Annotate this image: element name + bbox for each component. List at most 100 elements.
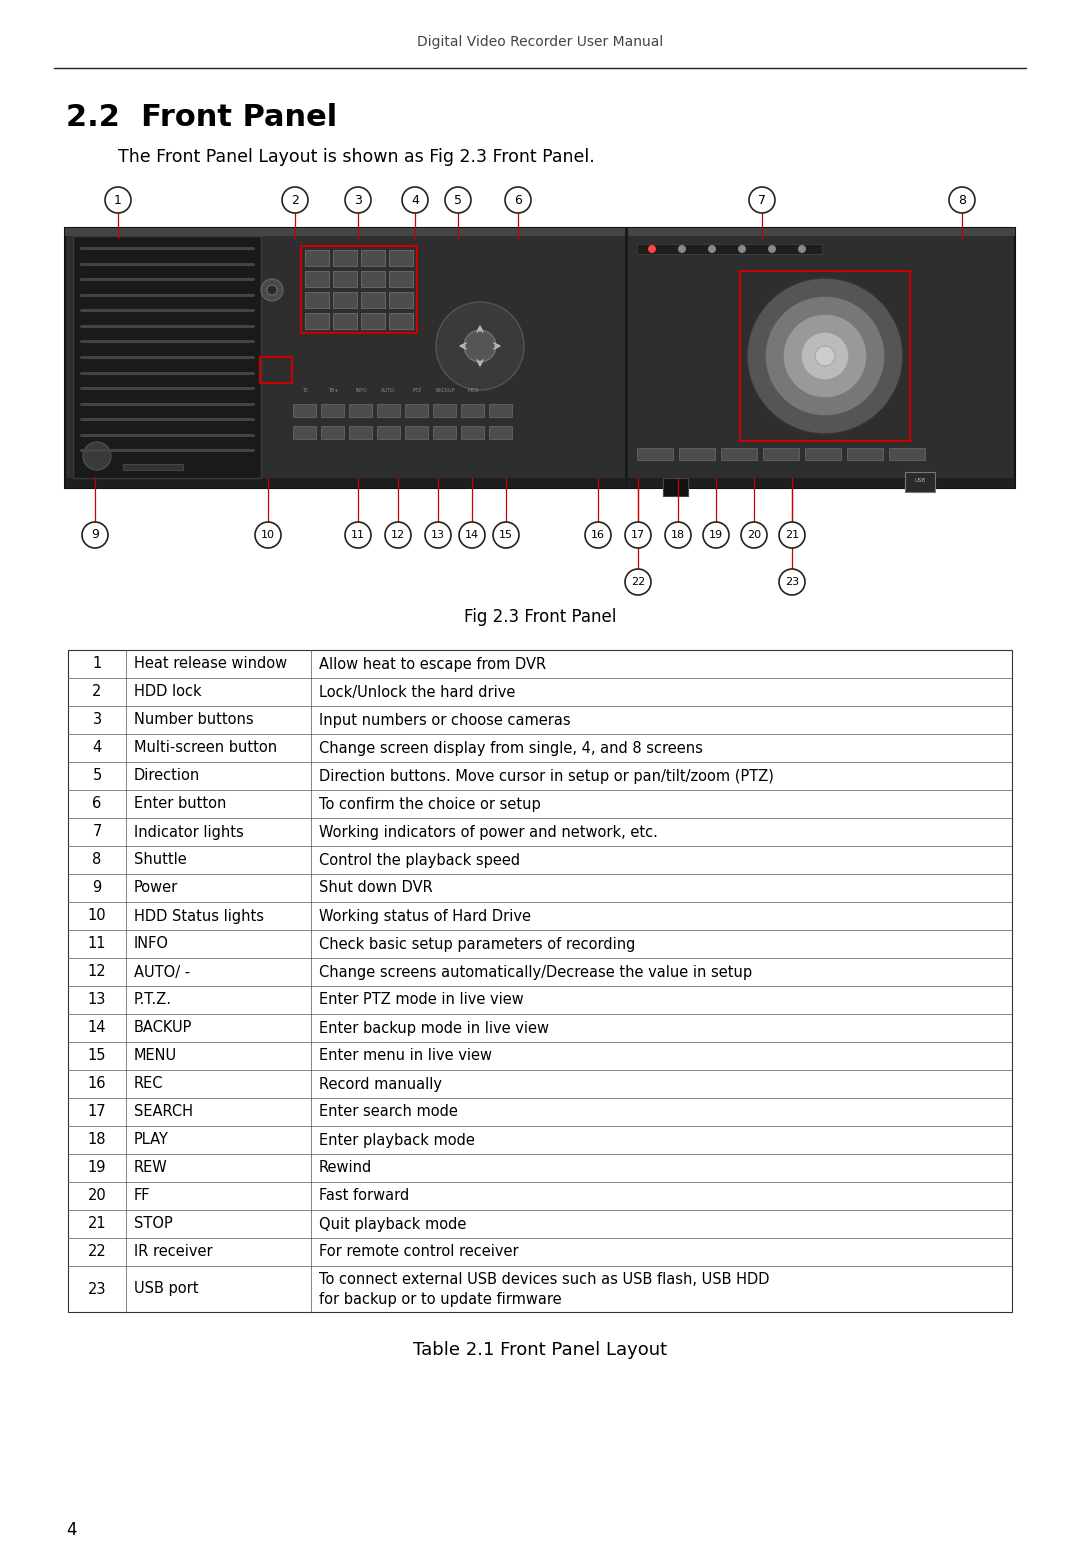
Circle shape bbox=[765, 296, 885, 415]
Text: 3: 3 bbox=[354, 193, 362, 207]
Text: AUTO/ -: AUTO/ - bbox=[134, 965, 190, 979]
Circle shape bbox=[255, 522, 281, 548]
Text: 16: 16 bbox=[87, 1077, 106, 1092]
Bar bbox=[361, 251, 384, 266]
Bar bbox=[301, 246, 417, 334]
Text: 18: 18 bbox=[87, 1133, 106, 1147]
Bar bbox=[361, 313, 384, 329]
Circle shape bbox=[82, 522, 108, 548]
Circle shape bbox=[768, 244, 777, 252]
Text: Enter playback mode: Enter playback mode bbox=[319, 1133, 475, 1147]
Text: 4: 4 bbox=[93, 741, 102, 755]
Text: 19: 19 bbox=[87, 1161, 106, 1175]
Bar bbox=[461, 426, 484, 439]
Text: 2.2  Front Panel: 2.2 Front Panel bbox=[66, 103, 337, 133]
Text: 10: 10 bbox=[261, 530, 275, 541]
Text: 10: 10 bbox=[87, 909, 106, 923]
Text: SEARCH: SEARCH bbox=[134, 1105, 193, 1119]
Text: Quit playback mode: Quit playback mode bbox=[319, 1216, 467, 1232]
Circle shape bbox=[750, 186, 775, 213]
Bar bbox=[73, 237, 261, 478]
Text: 21: 21 bbox=[87, 1216, 106, 1232]
Text: 23: 23 bbox=[87, 1282, 106, 1296]
Circle shape bbox=[105, 186, 131, 213]
Circle shape bbox=[779, 569, 805, 595]
Text: 18: 18 bbox=[671, 530, 685, 541]
Text: 6: 6 bbox=[93, 796, 102, 812]
Text: 5: 5 bbox=[93, 768, 102, 784]
Text: 22: 22 bbox=[631, 577, 645, 588]
Circle shape bbox=[625, 522, 651, 548]
Text: 14: 14 bbox=[464, 530, 480, 541]
Circle shape bbox=[703, 522, 729, 548]
Text: 21: 21 bbox=[785, 530, 799, 541]
Text: Check basic setup parameters of recording: Check basic setup parameters of recordin… bbox=[319, 937, 635, 951]
Bar bbox=[123, 464, 183, 470]
Text: 1: 1 bbox=[93, 657, 102, 672]
Text: Change screens automatically/Decrease the value in setup: Change screens automatically/Decrease th… bbox=[319, 965, 752, 979]
Bar bbox=[905, 472, 935, 492]
Bar bbox=[68, 650, 1012, 1312]
Circle shape bbox=[783, 313, 867, 398]
Bar bbox=[489, 426, 512, 439]
Text: Shuttle: Shuttle bbox=[134, 852, 187, 868]
Circle shape bbox=[678, 244, 686, 252]
Text: Allow heat to escape from DVR: Allow heat to escape from DVR bbox=[319, 657, 546, 672]
Bar bbox=[389, 291, 413, 309]
Text: 22: 22 bbox=[87, 1244, 106, 1260]
Text: Change screen display from single, 4, and 8 screens: Change screen display from single, 4, an… bbox=[319, 741, 703, 755]
Text: 7: 7 bbox=[92, 824, 102, 840]
Text: Multi-screen button: Multi-screen button bbox=[134, 741, 278, 755]
Text: 13: 13 bbox=[87, 992, 106, 1008]
Text: 19: 19 bbox=[708, 530, 724, 541]
Circle shape bbox=[949, 186, 975, 213]
Text: FF: FF bbox=[134, 1188, 150, 1203]
Text: 7: 7 bbox=[758, 193, 766, 207]
Text: MENU: MENU bbox=[134, 1048, 177, 1064]
Text: Enter backup mode in live view: Enter backup mode in live view bbox=[319, 1020, 549, 1036]
Circle shape bbox=[779, 522, 805, 548]
Text: Heat release window: Heat release window bbox=[134, 657, 287, 672]
Text: Table 2.1 Front Panel Layout: Table 2.1 Front Panel Layout bbox=[413, 1341, 667, 1359]
Circle shape bbox=[801, 332, 849, 381]
Bar bbox=[625, 229, 627, 487]
Text: MEN: MEN bbox=[468, 387, 478, 392]
Text: TE: TE bbox=[302, 387, 308, 392]
Circle shape bbox=[492, 522, 519, 548]
Text: Fig 2.3 Front Panel: Fig 2.3 Front Panel bbox=[463, 608, 617, 625]
Text: Direction buttons. Move cursor in setup or pan/tilt/zoom (PTZ): Direction buttons. Move cursor in setup … bbox=[319, 768, 774, 784]
Text: 17: 17 bbox=[631, 530, 645, 541]
Text: 17: 17 bbox=[87, 1105, 106, 1119]
Bar bbox=[377, 426, 400, 439]
Text: AUTO-: AUTO- bbox=[381, 387, 396, 392]
Circle shape bbox=[464, 331, 496, 362]
Text: STOP: STOP bbox=[134, 1216, 173, 1232]
Circle shape bbox=[665, 522, 691, 548]
Text: Enter button: Enter button bbox=[134, 796, 227, 812]
Bar bbox=[333, 251, 357, 266]
Text: 20: 20 bbox=[87, 1188, 106, 1203]
Bar bbox=[721, 448, 757, 461]
Bar bbox=[889, 448, 924, 461]
Text: USB: USB bbox=[915, 478, 926, 484]
Bar bbox=[847, 448, 883, 461]
Bar bbox=[260, 357, 292, 382]
Circle shape bbox=[345, 186, 372, 213]
Bar bbox=[305, 291, 329, 309]
Text: HDD Status lights: HDD Status lights bbox=[134, 909, 264, 923]
Text: Enter menu in live view: Enter menu in live view bbox=[319, 1048, 492, 1064]
Text: P.T.Z.: P.T.Z. bbox=[134, 992, 172, 1008]
Text: Lock/Unlock the hard drive: Lock/Unlock the hard drive bbox=[319, 685, 515, 699]
Bar bbox=[405, 404, 428, 417]
Text: TB+: TB+ bbox=[327, 387, 338, 392]
Text: Enter search mode: Enter search mode bbox=[319, 1105, 458, 1119]
Text: Digital Video Recorder User Manual: Digital Video Recorder User Manual bbox=[417, 34, 663, 49]
Bar bbox=[377, 404, 400, 417]
Bar bbox=[389, 271, 413, 287]
Text: Input numbers or choose cameras: Input numbers or choose cameras bbox=[319, 713, 570, 727]
Circle shape bbox=[445, 186, 471, 213]
Text: 9: 9 bbox=[93, 881, 102, 895]
Bar bbox=[433, 404, 456, 417]
Bar bbox=[333, 291, 357, 309]
Bar bbox=[405, 426, 428, 439]
